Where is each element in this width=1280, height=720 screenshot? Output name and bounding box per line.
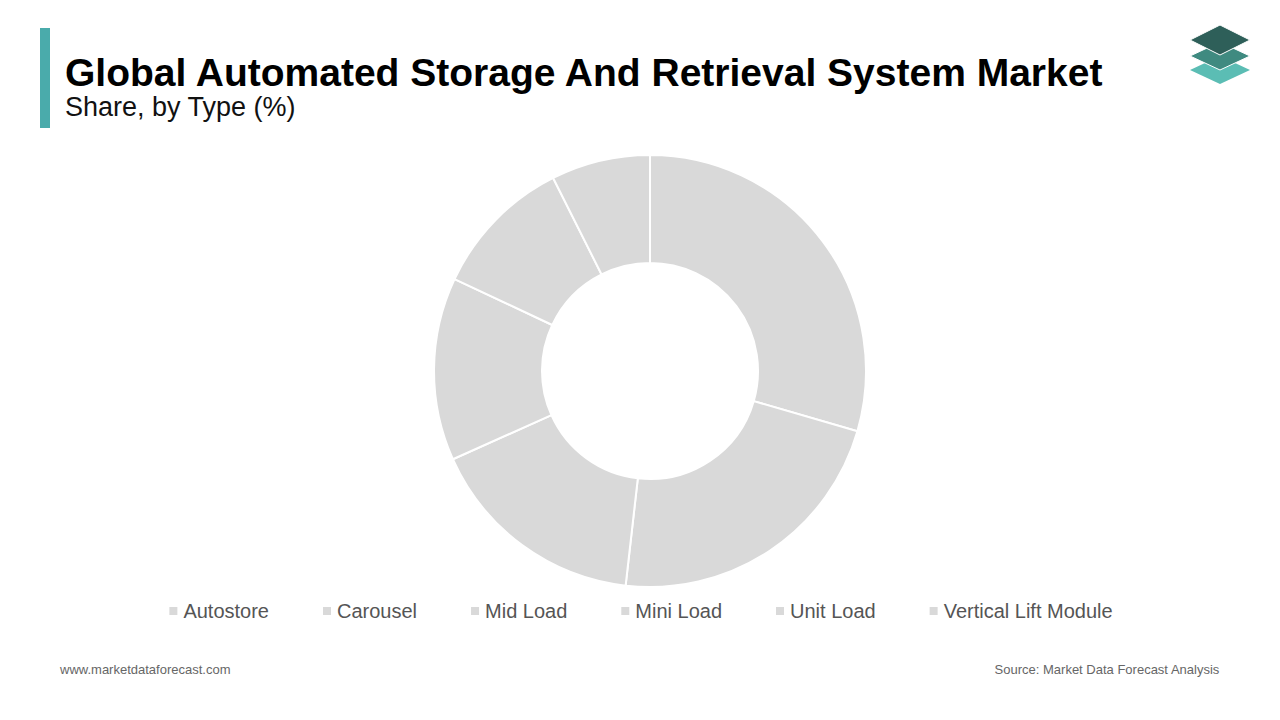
svg-text:Share, by Type (%): Share, by Type (%) [65,92,296,122]
svg-text:Mini Load: Mini Load [635,600,722,622]
svg-text:Autostore: Autostore [183,600,269,622]
svg-text:Unit Load: Unit Load [790,600,876,622]
svg-text:Carousel: Carousel [337,600,417,622]
svg-text:Global Automated Storage And R: Global Automated Storage And Retrieval S… [65,51,1102,94]
svg-text:Vertical Lift Module: Vertical Lift Module [944,600,1113,622]
svg-text:Mid Load: Mid Load [485,600,567,622]
svg-text:Source: Market Data Forecast A: Source: Market Data Forecast Analysis [995,662,1220,677]
svg-text:www.marketdataforecast.com: www.marketdataforecast.com [59,662,231,677]
